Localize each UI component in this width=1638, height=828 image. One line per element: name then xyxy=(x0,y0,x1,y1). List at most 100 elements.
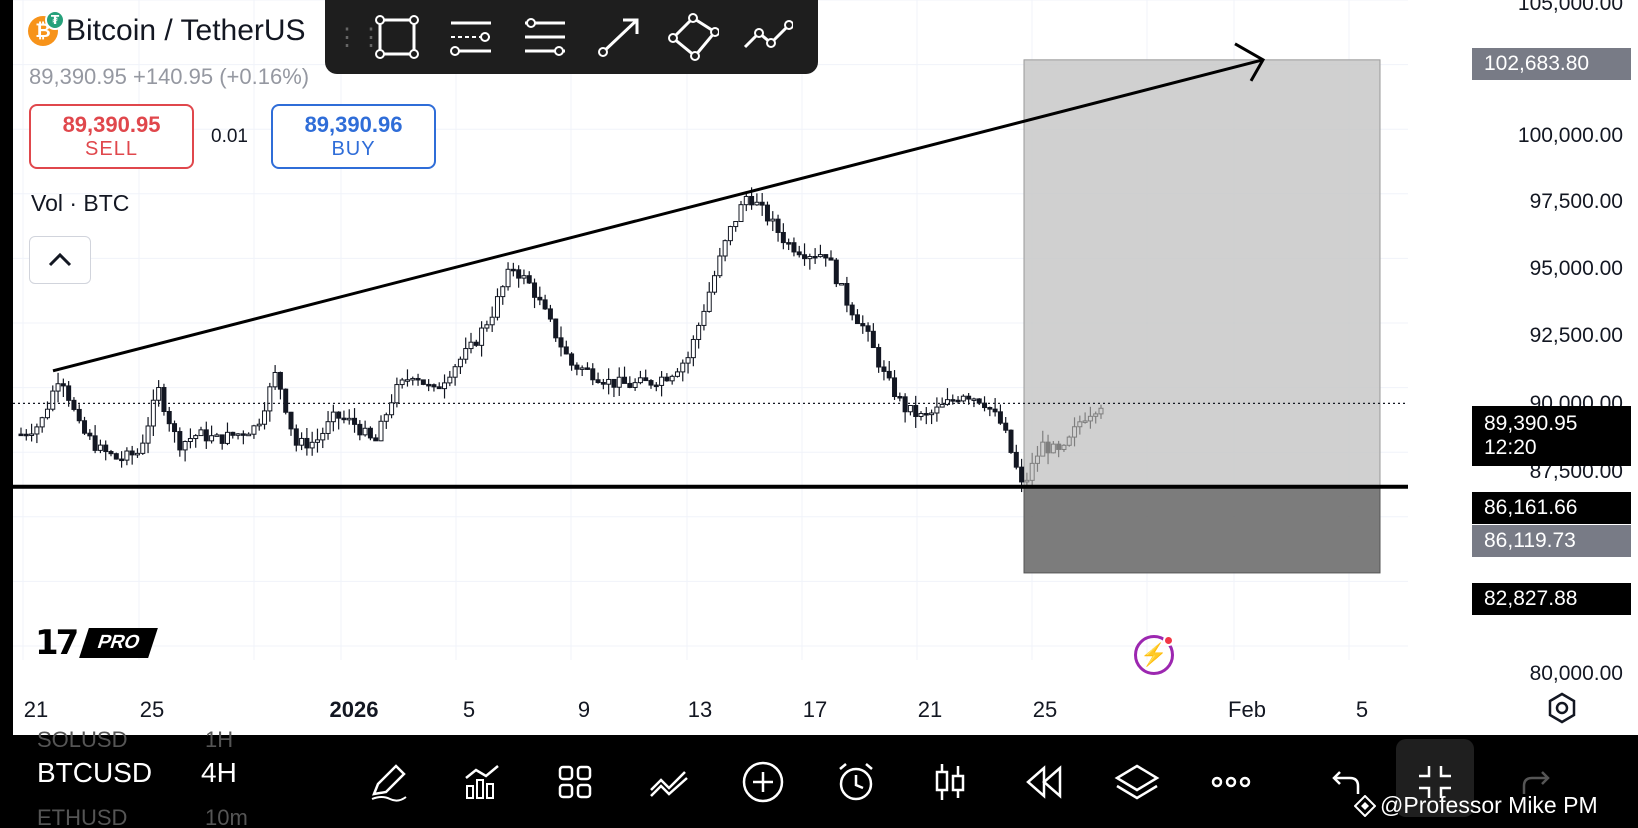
replay-icon[interactable] xyxy=(1019,757,1069,807)
buy-button[interactable]: 89,390.96 BUY xyxy=(271,104,436,169)
candle-body xyxy=(743,195,749,206)
candle-body xyxy=(939,403,945,408)
more-icon[interactable] xyxy=(1206,757,1256,807)
rotated-rectangle-icon[interactable] xyxy=(667,11,719,63)
candle-body xyxy=(685,357,691,364)
grid-icon[interactable] xyxy=(550,757,600,807)
candle-body xyxy=(764,204,770,222)
candle-body xyxy=(29,433,35,436)
collapse-button[interactable] xyxy=(1396,739,1474,817)
candle-body xyxy=(251,425,257,435)
candle-body xyxy=(569,353,575,366)
candle-body xyxy=(119,458,125,462)
price-tick: 92,500.00 xyxy=(1529,324,1623,347)
candle-body xyxy=(177,431,183,451)
redo-icon[interactable] xyxy=(1513,757,1563,807)
candle-body xyxy=(796,251,802,256)
candle-body xyxy=(140,442,146,454)
drag-handle-icon[interactable]: ⋮⋮ xyxy=(335,23,383,51)
candle-body xyxy=(886,370,892,379)
time-tick: 21 xyxy=(917,697,943,722)
candle-body xyxy=(161,387,167,412)
price-chart[interactable] xyxy=(13,0,1638,735)
compare-icon[interactable] xyxy=(644,757,694,807)
candle-body xyxy=(1045,441,1051,454)
sell-button[interactable]: 89,390.95 SELL xyxy=(29,104,194,169)
buy-label: BUY xyxy=(331,138,376,160)
candle-body xyxy=(92,435,98,451)
candle-body xyxy=(187,438,193,443)
candle-body xyxy=(457,358,463,368)
candle-body xyxy=(1056,443,1062,450)
candle-body xyxy=(923,413,929,416)
candle-body xyxy=(653,384,659,388)
drawing-toolbar[interactable]: ⋮⋮ xyxy=(325,0,818,74)
candle-body xyxy=(1050,443,1056,454)
candle-body xyxy=(262,410,268,425)
prev-timeframe-ghost: 1H xyxy=(205,727,234,752)
arrow-line-icon[interactable] xyxy=(593,11,645,63)
candle-body xyxy=(108,451,114,455)
candle-body xyxy=(442,382,448,390)
candle-body xyxy=(971,398,977,401)
candles-icon[interactable] xyxy=(925,757,975,807)
candle-body xyxy=(876,347,882,368)
candle-body xyxy=(516,269,522,279)
current-price-label: 89,390.95 12:20 xyxy=(1472,406,1631,466)
parallel-channel-icon[interactable] xyxy=(445,11,497,63)
candle-body xyxy=(563,346,569,355)
candle-body xyxy=(468,341,474,350)
candle-body xyxy=(172,423,178,433)
undo-icon[interactable] xyxy=(1319,757,1369,807)
candle-body xyxy=(23,433,29,437)
candle-body xyxy=(55,383,61,392)
alarm-icon[interactable] xyxy=(831,757,881,807)
layers-icon[interactable] xyxy=(1112,757,1162,807)
lightning-icon[interactable]: ⚡ xyxy=(1134,635,1174,675)
candle-body xyxy=(1013,451,1019,468)
timeframe-selector[interactable]: 4H xyxy=(201,757,237,788)
candle-body xyxy=(839,282,845,286)
time-tick: Feb xyxy=(1228,697,1266,722)
chevron-up-icon xyxy=(48,252,72,267)
symbol-title[interactable]: ₿ ₮ Bitcoin / TetherUS xyxy=(28,10,306,48)
candle-body xyxy=(150,399,156,427)
trendline-arrow xyxy=(52,58,1264,373)
candle-body xyxy=(378,420,384,442)
chart-area[interactable]: ₿ ₮ Bitcoin / TetherUS 89,390.95 +140.95… xyxy=(13,0,1638,735)
time-tick: 25 xyxy=(1032,697,1058,722)
candle-body xyxy=(367,427,373,439)
candle-body xyxy=(357,423,363,436)
indicators-icon[interactable] xyxy=(457,757,507,807)
symbol-selector[interactable]: BTCUSD xyxy=(37,757,153,788)
candle-body xyxy=(240,433,246,436)
fib-retracement-icon[interactable] xyxy=(519,11,571,63)
candle-body xyxy=(812,255,818,259)
candle-body xyxy=(500,286,506,298)
volume-indicator-label[interactable]: Vol · BTC xyxy=(31,190,130,216)
tether-badge-icon: ₮ xyxy=(45,10,65,30)
rectangle-icon[interactable] xyxy=(371,11,423,63)
candle-body xyxy=(1077,421,1083,428)
path-icon[interactable] xyxy=(741,11,793,63)
candle-body xyxy=(1008,429,1014,453)
candle-body xyxy=(775,218,781,233)
add-icon[interactable] xyxy=(738,757,788,807)
collapse-legend-button[interactable] xyxy=(29,236,91,284)
candle-body xyxy=(553,318,559,339)
candle-body xyxy=(479,327,485,346)
candle-body xyxy=(600,382,606,385)
time-tick: 25 xyxy=(139,697,165,722)
price-tick: 97,500.00 xyxy=(1529,190,1623,213)
pencil-icon[interactable] xyxy=(363,757,413,807)
candle-body xyxy=(854,314,860,325)
time-tick: 5 xyxy=(1355,697,1369,722)
collapse-icon[interactable] xyxy=(1410,757,1460,807)
candle-body xyxy=(209,435,215,442)
settings-icon[interactable] xyxy=(1546,692,1578,729)
candle-body xyxy=(659,376,665,386)
candle-body xyxy=(383,414,389,422)
candle-body xyxy=(320,432,326,441)
candle-body xyxy=(230,431,236,436)
prev-symbol-ghost: SOLUSD xyxy=(37,727,128,752)
